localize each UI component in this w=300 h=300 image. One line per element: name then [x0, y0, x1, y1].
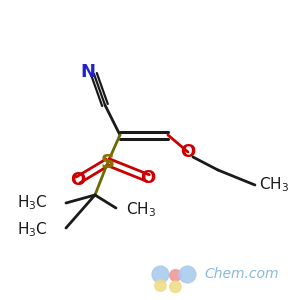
Circle shape: [155, 280, 166, 291]
Text: Chem.com: Chem.com: [204, 268, 278, 281]
Text: O: O: [70, 171, 85, 189]
Text: H$_3$C: H$_3$C: [17, 221, 48, 239]
Circle shape: [170, 281, 181, 292]
Text: N: N: [80, 63, 95, 81]
Text: S: S: [101, 152, 115, 172]
Text: O: O: [140, 169, 156, 187]
Text: CH$_3$: CH$_3$: [259, 176, 289, 194]
Text: H$_3$C: H$_3$C: [17, 194, 48, 212]
Circle shape: [170, 270, 181, 281]
Circle shape: [152, 266, 169, 283]
Circle shape: [179, 266, 196, 283]
Text: O: O: [180, 143, 196, 161]
Text: CH$_3$: CH$_3$: [126, 201, 156, 219]
